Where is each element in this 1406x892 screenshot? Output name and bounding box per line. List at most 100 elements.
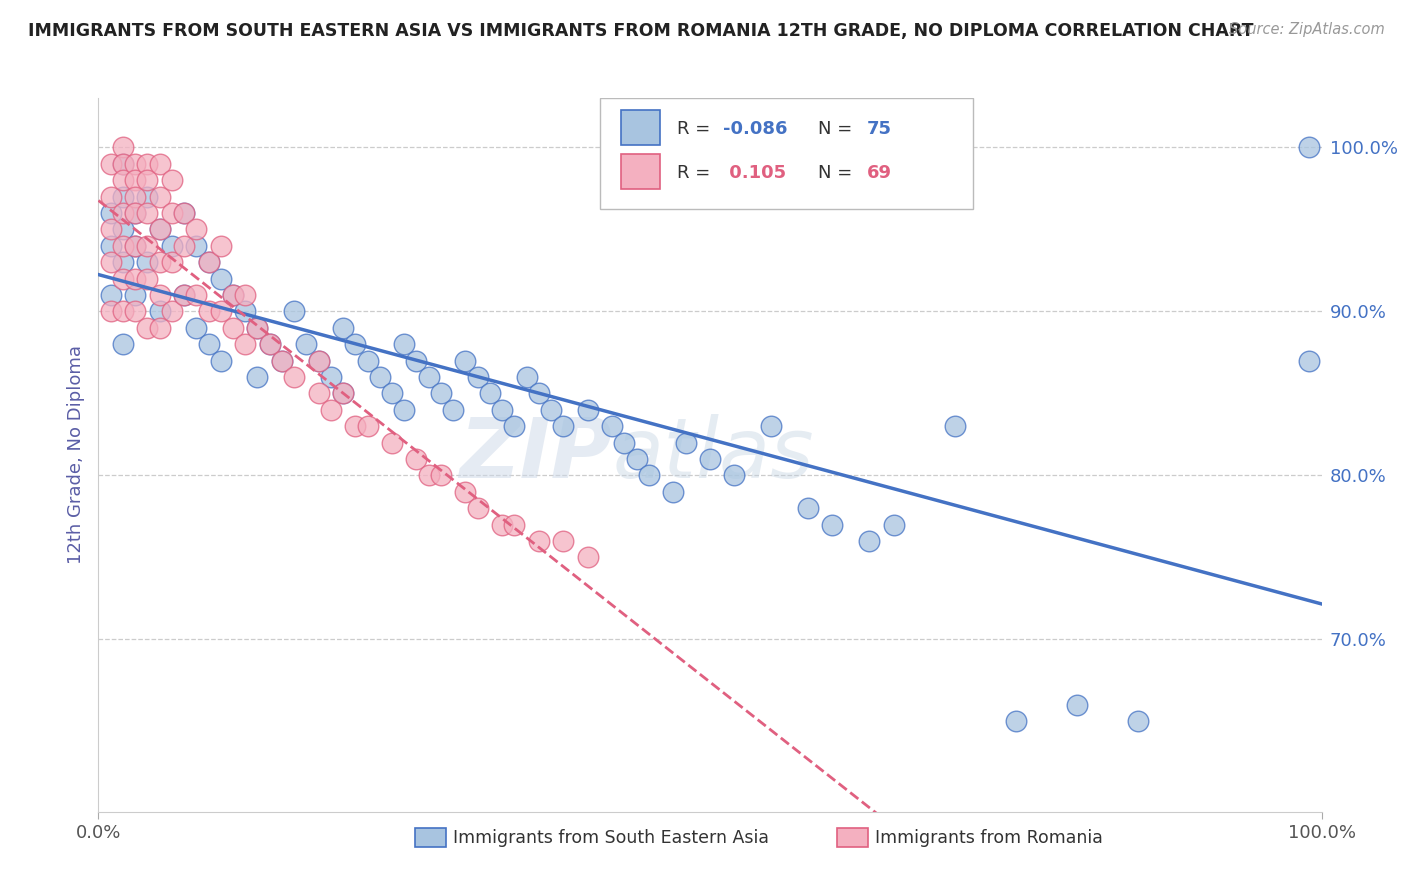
Point [308,386,330,401]
Point [319,402,342,417]
Point [136,157,159,171]
Point [124,206,146,220]
Point [136,189,159,203]
Point [197,337,219,351]
Point [209,271,232,285]
Point [149,255,172,269]
Point [270,353,294,368]
Point [527,386,550,401]
Point [149,304,172,318]
Point [111,304,134,318]
Point [1128,714,1150,729]
Point [149,222,172,236]
Point [270,353,294,368]
Point [136,173,159,187]
Point [160,304,183,318]
Point [675,435,697,450]
Point [405,452,427,467]
Point [111,271,134,285]
Point [246,320,269,334]
Point [576,550,599,565]
Point [553,419,575,434]
Point [883,517,905,532]
Point [491,402,513,417]
Point [308,353,330,368]
Point [111,222,134,236]
Bar [620,154,659,189]
Point [454,484,477,499]
Point [233,337,256,351]
Point [197,255,219,269]
Text: Immigrants from Romania: Immigrants from Romania [875,829,1102,847]
Point [527,534,550,549]
Point [576,402,599,417]
Point [136,320,159,334]
Point [111,157,134,171]
Point [454,353,477,368]
Point [111,189,134,203]
Text: 75: 75 [866,120,891,137]
Point [173,288,195,302]
Point [222,320,245,334]
Point [136,239,159,253]
Point [160,239,183,253]
Point [111,157,134,171]
Point [821,517,844,532]
Point [515,370,537,384]
Point [332,386,354,401]
Point [173,288,195,302]
Point [246,370,269,384]
Point [283,370,305,384]
Point [1298,353,1320,368]
Point [222,288,245,302]
Point [418,370,440,384]
Point [100,189,122,203]
Point [124,157,146,171]
Text: N =: N = [818,164,858,182]
Point [160,255,183,269]
Point [418,468,440,483]
Point [246,320,269,334]
Point [173,206,195,220]
Point [136,271,159,285]
Point [613,435,636,450]
Text: Immigrants from South Eastern Asia: Immigrants from South Eastern Asia [453,829,769,847]
Point [100,304,122,318]
Text: ZIP: ZIP [460,415,612,495]
Text: R =: R = [678,120,716,137]
Point [111,255,134,269]
Text: 69: 69 [866,164,891,182]
Point [186,239,208,253]
Point [111,206,134,220]
Point [430,386,453,401]
Point [283,304,305,318]
Point [491,517,513,532]
Point [503,517,526,532]
Point [136,206,159,220]
Point [259,337,281,351]
Point [344,337,367,351]
Point [197,255,219,269]
Point [233,304,256,318]
Text: R =: R = [678,164,716,182]
Point [186,320,208,334]
Point [638,468,661,483]
Y-axis label: 12th Grade, No Diploma: 12th Grade, No Diploma [66,345,84,565]
Point [186,288,208,302]
Point [600,419,623,434]
Point [124,206,146,220]
Point [100,222,122,236]
Point [356,353,378,368]
Point [124,288,146,302]
Point [100,157,122,171]
Bar [620,111,659,145]
Text: -0.086: -0.086 [724,120,787,137]
Point [111,337,134,351]
Point [100,206,122,220]
Point [295,337,318,351]
Point [356,419,378,434]
Point [186,222,208,236]
Point [100,288,122,302]
Point [100,255,122,269]
Point [430,468,453,483]
